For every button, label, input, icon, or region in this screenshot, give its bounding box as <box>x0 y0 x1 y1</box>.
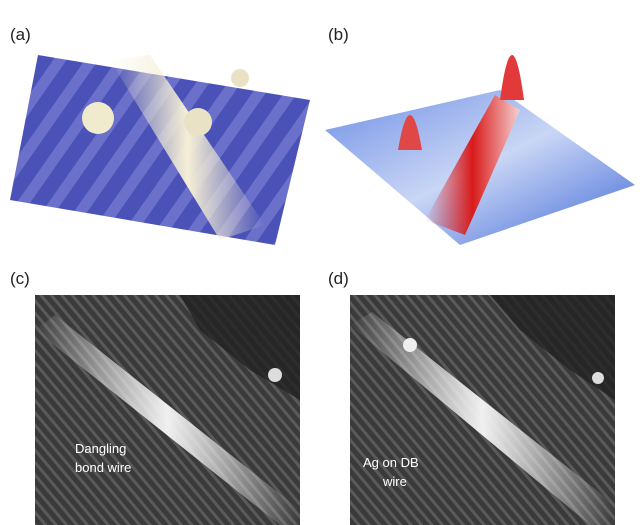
panel-d: (d) Ag on DB wire <box>328 269 615 525</box>
annotation: Dangling <box>75 441 126 456</box>
peak <box>500 55 524 100</box>
adatom <box>268 368 282 382</box>
annotation: Ag on DB <box>363 455 419 470</box>
panel-label: (b) <box>328 25 349 44</box>
panel-c: (c) Dangling bond wire <box>10 269 300 525</box>
panel-label: (a) <box>10 25 31 44</box>
annotation: wire <box>382 474 407 489</box>
panel-b: (b) <box>325 25 635 245</box>
annotation: bond wire <box>75 460 131 475</box>
bump <box>231 69 249 87</box>
bump <box>82 102 114 134</box>
panel-label: (c) <box>10 269 30 288</box>
panel-a: (a) <box>10 25 310 245</box>
panel-label: (d) <box>328 269 349 288</box>
adatom <box>592 372 604 384</box>
adatom <box>403 338 417 352</box>
bump <box>184 108 212 136</box>
figure: (a) (b) (c) Dangling bond wire (d) Ag on… <box>0 0 643 525</box>
